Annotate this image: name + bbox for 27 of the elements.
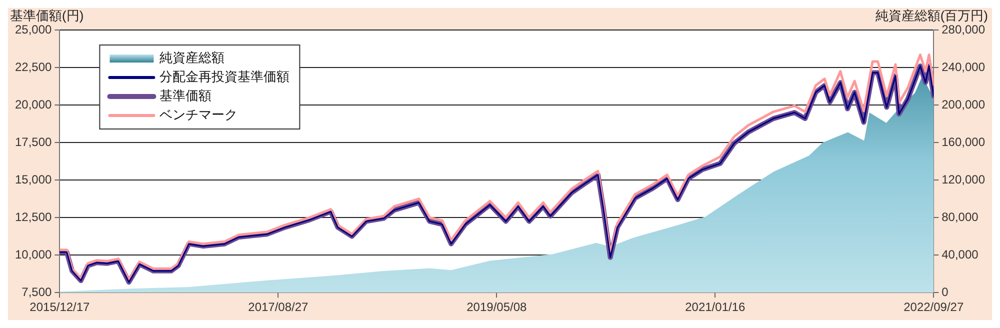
y2-tick-label: 200,000: [942, 97, 986, 112]
x-tick-label: 2015/12/17: [30, 300, 90, 314]
y2-tick-label: 160,000: [942, 134, 986, 149]
y2-tick-label: 240,000: [942, 60, 986, 74]
y2-tick-label: 40,000: [942, 247, 979, 262]
y-tick-label: 20,000: [15, 97, 52, 112]
y-tick-label: 7,500: [22, 284, 52, 299]
y-tick-label: 25,000: [15, 22, 52, 36]
x-tick-label: 2021/01/16: [685, 300, 746, 314]
y-tick-label: 15,000: [15, 172, 52, 186]
y2-tick-label: 80,000: [942, 210, 979, 224]
x-tick-label: 2022/09/27: [904, 300, 964, 314]
y2-tick-label: 120,000: [942, 172, 986, 186]
legend-label: 純資産総額: [160, 50, 225, 66]
y-tick-label: 12,500: [15, 210, 52, 224]
legend-label: 基準価額: [160, 88, 212, 104]
legend-label: 分配金再投資基準価額: [160, 69, 290, 84]
y-tick-label: 17,500: [15, 134, 52, 149]
y2-axis-title: 純資産総額(百万円): [875, 8, 988, 24]
y-tick-label: 22,500: [15, 60, 52, 74]
y2-tick-label: 0: [942, 284, 949, 299]
y-axis-title: 基準価額(円): [10, 8, 84, 24]
y-tick-label: 10,000: [15, 247, 52, 262]
x-tick-label: 2019/05/08: [466, 300, 528, 314]
legend-label: ベンチマーク: [160, 107, 238, 122]
y2-tick-label: 280,000: [942, 22, 986, 36]
x-tick-label: 2017/08/27: [248, 300, 309, 314]
